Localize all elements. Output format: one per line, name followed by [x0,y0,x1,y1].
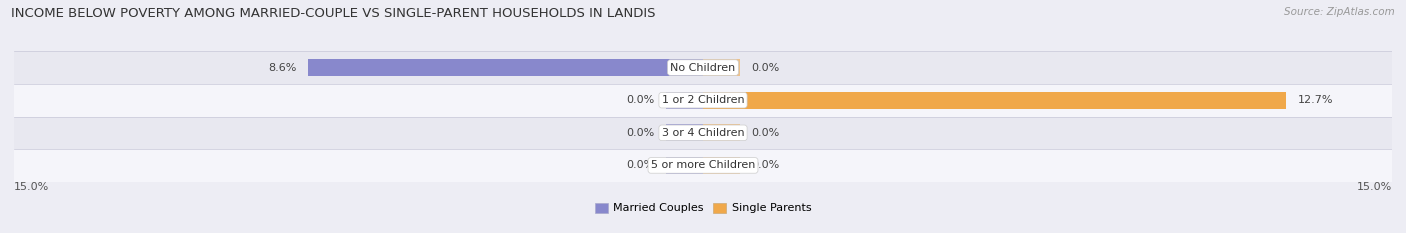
Text: 0.0%: 0.0% [751,63,779,72]
Bar [703,124,740,141]
Text: No Children: No Children [671,63,735,72]
Bar [14,51,1392,84]
Text: 15.0%: 15.0% [14,182,49,192]
Text: INCOME BELOW POVERTY AMONG MARRIED-COUPLE VS SINGLE-PARENT HOUSEHOLDS IN LANDIS: INCOME BELOW POVERTY AMONG MARRIED-COUPL… [11,7,655,20]
Bar [14,116,1392,149]
Bar [703,157,740,174]
Bar [14,149,1392,182]
Text: 12.7%: 12.7% [1298,95,1333,105]
Text: 0.0%: 0.0% [627,95,655,105]
Text: 3 or 4 Children: 3 or 4 Children [662,128,744,138]
Text: 0.0%: 0.0% [627,128,655,138]
Bar [666,157,703,174]
Text: 5 or more Children: 5 or more Children [651,161,755,170]
Text: 0.0%: 0.0% [627,161,655,170]
Bar [666,92,703,109]
Bar [703,59,740,76]
Text: 1 or 2 Children: 1 or 2 Children [662,95,744,105]
Text: 0.0%: 0.0% [751,161,779,170]
Text: 8.6%: 8.6% [269,63,297,72]
Bar [308,59,703,76]
Text: 0.0%: 0.0% [751,128,779,138]
Bar [14,84,1392,116]
Bar [666,124,703,141]
Text: Source: ZipAtlas.com: Source: ZipAtlas.com [1284,7,1395,17]
Bar [703,92,1286,109]
Legend: Married Couples, Single Parents: Married Couples, Single Parents [591,198,815,218]
Text: 15.0%: 15.0% [1357,182,1392,192]
